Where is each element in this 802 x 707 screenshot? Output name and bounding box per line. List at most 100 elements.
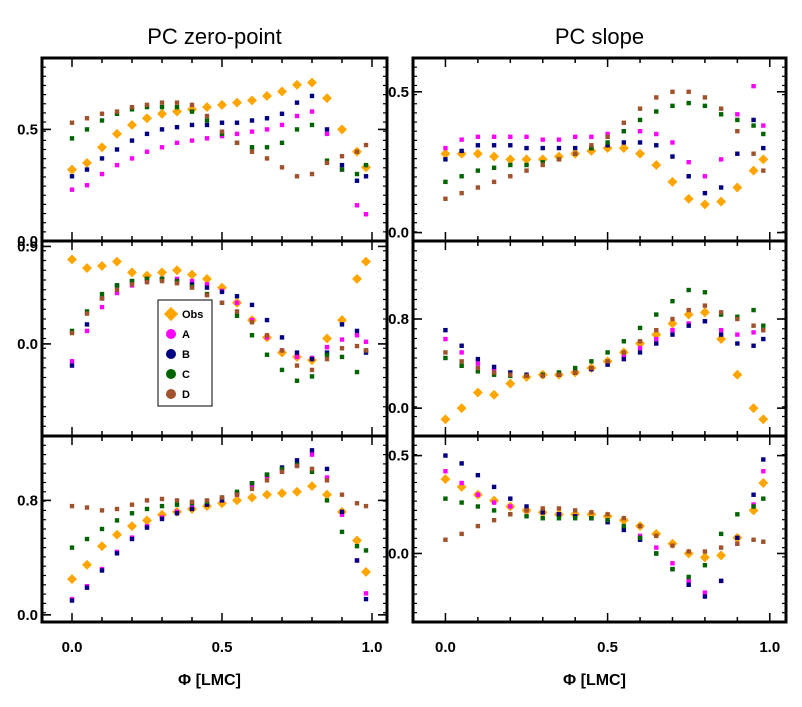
panel-1-0 [411,56,788,243]
data-point [129,502,135,507]
data-point [264,116,270,121]
data-point [294,463,300,469]
data-point [337,124,347,135]
data-point [84,328,90,334]
data-point [556,370,562,375]
data-point [187,104,197,115]
data-point [751,323,756,328]
data-point [670,561,675,566]
data-point [189,102,195,108]
data-point [443,196,448,201]
data-point [667,176,678,187]
data-point [339,512,345,517]
y-tick-label: 0.0 [17,336,38,353]
data-point [189,285,195,290]
data-point [748,165,759,176]
data-point [491,134,497,140]
data-point [475,472,481,478]
panel-frame [411,56,788,243]
data-point [219,133,225,139]
data-point [475,369,481,374]
column-title: PC slope [555,24,644,49]
data-point [686,307,691,313]
data-point [475,365,481,371]
data-point [99,111,105,116]
series-B [69,448,369,603]
data-point [735,541,740,546]
data-point [324,352,330,357]
legend-label: B [182,349,190,361]
series-D [443,303,766,379]
data-point [322,93,332,104]
data-point [99,508,105,513]
data-point [475,523,481,529]
data-point [339,529,345,535]
data-point [735,117,740,123]
data-point [69,187,75,192]
data-point [540,510,545,515]
data-point [114,518,120,523]
data-point [621,356,627,362]
data-point [508,372,513,377]
data-point [637,339,643,344]
data-point [279,140,285,146]
data-point [354,328,360,334]
panel-0-0 [40,56,389,243]
data-point [508,174,513,179]
data-point [637,117,643,123]
data-point [234,489,240,494]
data-point [127,521,137,532]
data-point [279,111,285,116]
data-point [459,359,464,364]
data-point [363,339,369,344]
data-point [157,509,167,520]
data-point [99,291,105,297]
data-point [472,387,483,398]
data-point [234,140,240,146]
series-Obs [440,143,769,210]
data-point [324,131,330,137]
data-point [621,523,627,529]
data-point [219,120,225,125]
data-point [84,322,90,327]
data-point [363,591,369,596]
data-point [751,307,756,313]
data-point [159,100,165,105]
data-point [307,77,317,88]
panel-1-1 [411,239,788,438]
data-point [459,148,464,154]
data-point [294,127,300,132]
data-point [459,190,464,196]
data-point [217,282,227,293]
data-point [114,287,120,292]
data-point [204,292,210,298]
data-point [635,338,645,349]
data-point [363,142,369,148]
data-point [84,536,90,542]
data-point [686,89,691,94]
data-point [605,131,610,137]
series-C [69,104,369,177]
y-tick-label: 0.5 [17,121,38,138]
data-point [84,311,90,316]
data-point [142,113,152,124]
series-C [443,287,766,379]
data-point [637,129,643,134]
legend-label: C [182,369,190,381]
data-point [751,343,756,348]
data-point [187,269,197,280]
data-point [443,350,448,355]
data-point [459,350,464,355]
series-D [69,278,369,373]
data-point [129,138,135,143]
data-point [718,578,724,584]
data-point [505,154,516,165]
data-point [174,124,180,130]
legend-marker [166,349,176,359]
data-point [508,370,513,375]
data-point [279,367,285,373]
x-tick-label: 0.0 [435,639,456,656]
data-point [69,120,75,125]
data-point [521,154,532,165]
data-point [294,350,300,355]
